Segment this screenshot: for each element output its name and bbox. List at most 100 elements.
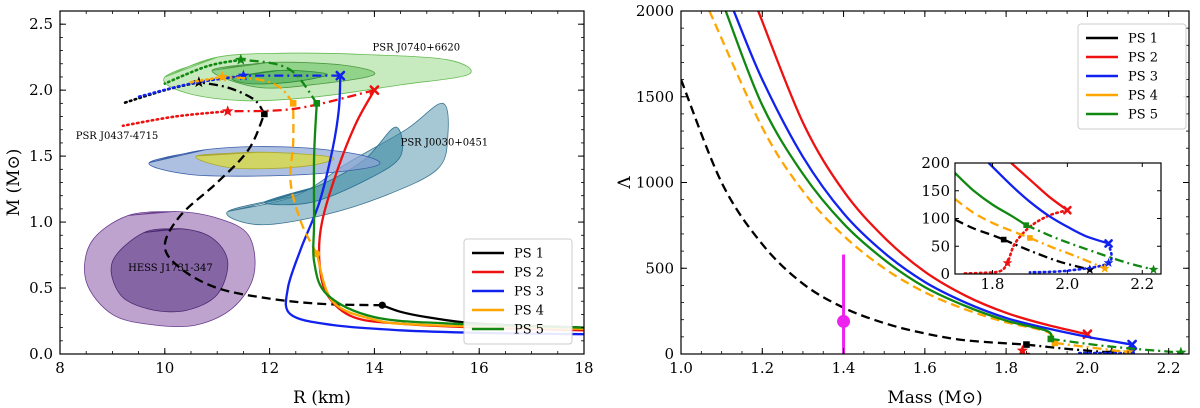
left-y-tick-label-1: 0.0 — [29, 345, 53, 363]
region-label-2: PSR J0030+0451 — [401, 138, 489, 149]
right-series-4-marker-2 — [1122, 346, 1134, 354]
left-series-5-segment-3 — [163, 58, 243, 85]
inset-x-tick-label-3: 2.2 — [1130, 275, 1154, 293]
right-legend-box — [1077, 23, 1187, 130]
left-legend-label-1: PS 1 — [514, 247, 544, 262]
left-x-tick-label-2: 10 — [155, 359, 174, 377]
right-x-tick-label-2: 1.2 — [750, 359, 774, 377]
right-series-4-segment-2 — [1054, 341, 1129, 354]
left-y-tick-label-2: 0.5 — [29, 279, 53, 297]
inset-series-1-segment-1 — [955, 218, 1005, 241]
left-series-3-segment-1 — [284, 75, 584, 336]
left-series-1-segment-3 — [198, 81, 266, 115]
left-series-2-segment-2 — [227, 89, 375, 113]
left-series-1-marker-1 — [378, 301, 386, 309]
inset-y-tick-label-2: 50 — [931, 237, 950, 255]
left-series-4-segment-2 — [289, 103, 318, 255]
inset-background — [955, 163, 1161, 274]
right-series-5-marker-1 — [1047, 335, 1055, 343]
right-series-4-marker-1 — [1051, 339, 1059, 347]
left-y-tick-label-5: 2.0 — [29, 81, 53, 99]
inset-series-2 — [961, 163, 1072, 274]
left-series-4-marker-2 — [289, 100, 297, 107]
right-series-5-segment-1 — [724, 11, 1053, 340]
right-legend-label-2: PS 2 — [1128, 51, 1158, 66]
inset-series-3-marker-1 — [1104, 239, 1113, 248]
left-legend: PS 1 PS 2 PS 3 PS 4 PS 5 — [463, 238, 573, 345]
right-series-1-segment-2 — [1026, 343, 1112, 354]
right-series-2-segment-1 — [757, 11, 1088, 336]
inset-series-4-marker-2 — [1100, 263, 1110, 273]
right-x-tick-label-4: 1.6 — [913, 359, 937, 377]
inset-series-3-segment-2 — [1028, 242, 1113, 274]
left-series-4-segment-3 — [222, 75, 295, 105]
inset-series-2-marker-1 — [1063, 205, 1072, 215]
inset-x-tick-label-1: 1.8 — [981, 275, 1005, 293]
left-series-4-marker-1 — [313, 250, 321, 258]
right-y-tick-label-2: 500 — [645, 259, 674, 277]
inset-y-tick-label-3: 100 — [921, 210, 950, 228]
left-series-5 — [163, 53, 584, 329]
left-series-2-marker-2 — [222, 105, 234, 117]
right-series-3-marker-1 — [1127, 339, 1137, 350]
inset-plot-area — [955, 163, 1159, 274]
right-x-tick-label-3: 1.4 — [832, 359, 856, 377]
left-x-axis-label: R (km) — [293, 388, 351, 408]
right-plot-area — [681, 11, 1187, 354]
right-x-tick-label-5: 1.8 — [994, 359, 1018, 377]
right-x-tick-label-1: 1.0 — [669, 359, 693, 377]
left-series-2-segment-3 — [121, 110, 229, 128]
right-legend-label-1: PS 1 — [1128, 32, 1158, 47]
right-y-tick-label-5: 2000 — [636, 2, 674, 20]
left-series-1-segment-2 — [163, 113, 383, 307]
right-x-tick-label-6: 2.0 — [1075, 359, 1099, 377]
left-x-tick-label-3: 12 — [260, 359, 279, 377]
inset-x-tick-label-2: 2.0 — [1055, 275, 1079, 293]
right-series-1-segment-1 — [681, 79, 1027, 346]
left-legend-box — [463, 238, 573, 345]
left-legend-label-4: PS 4 — [514, 304, 544, 319]
region-hess-inner — [110, 228, 229, 313]
right-y-tick-label-1: 0 — [664, 345, 674, 363]
right-series-2-marker-2 — [1016, 344, 1029, 354]
region-group — [84, 52, 472, 328]
left-series-4-marker-3 — [216, 71, 229, 82]
inset-series-4 — [955, 198, 1110, 273]
region-label-4: HESS J1731-347 — [128, 263, 213, 274]
right-series-5-segment-2 — [1050, 337, 1181, 354]
inset-series-1-marker-1 — [1000, 236, 1007, 243]
right-series-5-marker-2 — [1175, 346, 1187, 354]
inset-series-3 — [987, 163, 1114, 274]
right-error-marker — [837, 314, 851, 328]
left-series-1-marker-2 — [261, 110, 268, 118]
left-series-5-segment-1 — [312, 103, 584, 329]
inset-series-4-segment-2 — [1029, 236, 1106, 270]
left-y-tick-label-4: 1.5 — [29, 147, 53, 165]
inset-series-1-segment-2 — [1003, 238, 1091, 271]
left-legend-label-5: PS 5 — [514, 323, 544, 338]
right-series-3-segment-1 — [732, 11, 1133, 346]
inset-series-5-segment-1 — [955, 172, 1027, 227]
right-series-5 — [724, 11, 1187, 354]
inset-series-2-segment-1 — [1010, 163, 1069, 212]
left-series-5-segment-2 — [240, 58, 318, 104]
left-y-axis-label: M (M⊙) — [4, 149, 24, 217]
inset-series-2-segment-2 — [961, 208, 1069, 274]
region-j0437-inner — [195, 151, 335, 170]
left-series-5-marker-2 — [235, 53, 247, 65]
inset-series-5-segment-2 — [1025, 224, 1154, 271]
inset-series-3-marker-2 — [1103, 257, 1114, 267]
left-x-tick-label-4: 14 — [365, 359, 384, 377]
right-y-tick-label-4: 1500 — [636, 88, 674, 106]
inset-series-4-segment-1 — [955, 198, 1031, 239]
left-y-tick-label-3: 1.0 — [29, 213, 53, 231]
left-x-tick-label-1: 8 — [55, 359, 65, 377]
left-series-2-marker-1 — [369, 85, 380, 96]
inset-series-5 — [955, 172, 1159, 274]
left-axes: 8 10 12 14 16 18 0.0 0.5 1.0 1.5 2.0 2.5 — [29, 10, 594, 377]
left-series-3-marker-1 — [335, 70, 346, 81]
right-legend: PS 1 PS 2 PS 3 PS 4 PS 5 — [1077, 23, 1187, 130]
right-legend-label-5: PS 5 — [1128, 108, 1158, 123]
inset-series-5-marker-1 — [1023, 222, 1029, 228]
